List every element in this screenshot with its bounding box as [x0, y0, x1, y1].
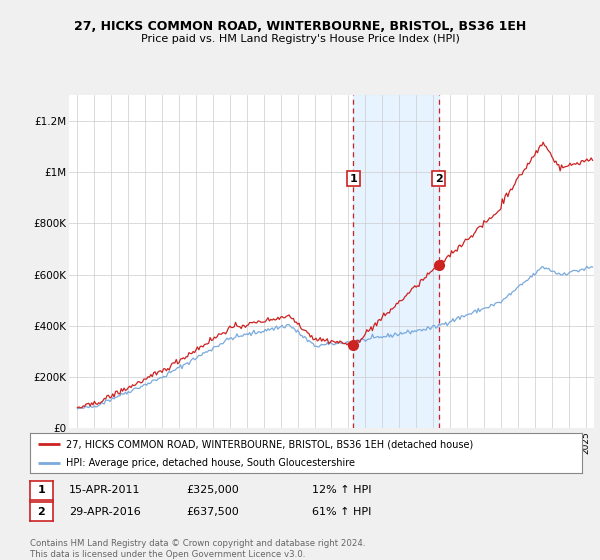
Text: HPI: Average price, detached house, South Gloucestershire: HPI: Average price, detached house, Sout… — [66, 458, 355, 468]
Text: Contains HM Land Registry data © Crown copyright and database right 2024.
This d: Contains HM Land Registry data © Crown c… — [30, 539, 365, 559]
Text: £637,500: £637,500 — [186, 507, 239, 516]
Text: 12% ↑ HPI: 12% ↑ HPI — [312, 486, 371, 495]
Text: 2: 2 — [435, 174, 443, 184]
Text: 1: 1 — [38, 486, 45, 495]
Text: 27, HICKS COMMON ROAD, WINTERBOURNE, BRISTOL, BS36 1EH: 27, HICKS COMMON ROAD, WINTERBOURNE, BRI… — [74, 20, 526, 32]
Text: 15-APR-2011: 15-APR-2011 — [69, 486, 140, 495]
Text: 29-APR-2016: 29-APR-2016 — [69, 507, 141, 516]
Bar — [353, 95, 439, 428]
Text: Price paid vs. HM Land Registry's House Price Index (HPI): Price paid vs. HM Land Registry's House … — [140, 34, 460, 44]
Text: 1: 1 — [349, 174, 357, 184]
Text: £325,000: £325,000 — [186, 486, 239, 495]
Text: 61% ↑ HPI: 61% ↑ HPI — [312, 507, 371, 516]
Text: 2: 2 — [38, 507, 45, 516]
Text: 27, HICKS COMMON ROAD, WINTERBOURNE, BRISTOL, BS36 1EH (detached house): 27, HICKS COMMON ROAD, WINTERBOURNE, BRI… — [66, 439, 473, 449]
